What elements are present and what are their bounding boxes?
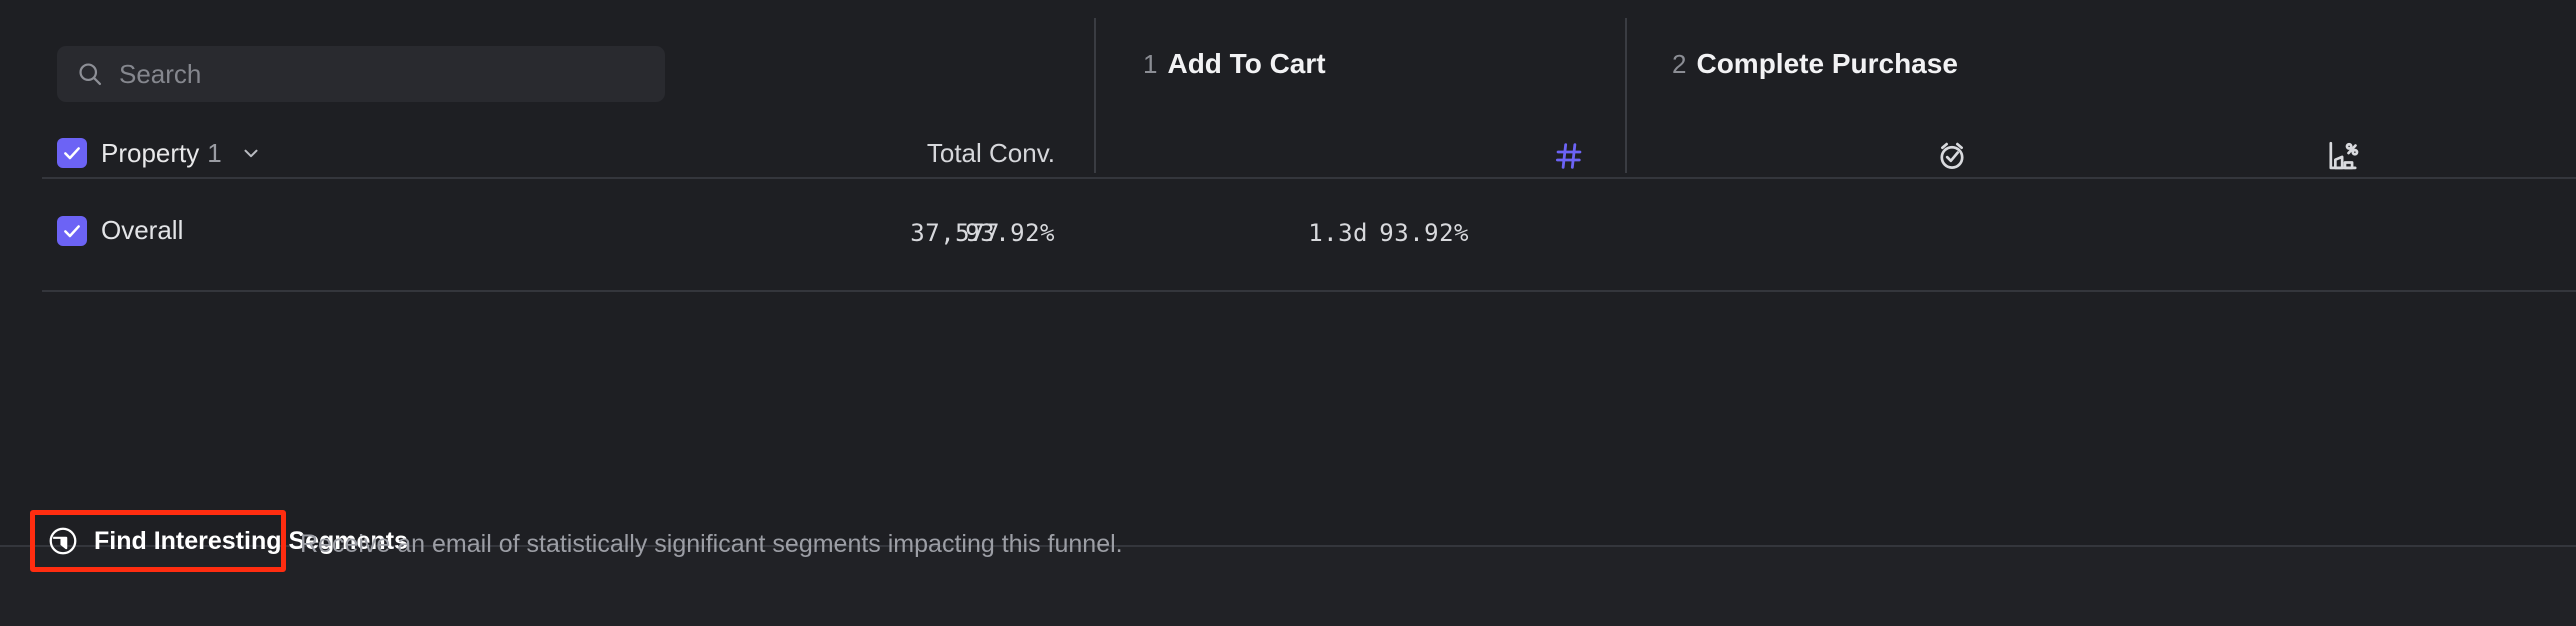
property-count: 1 — [207, 137, 222, 168]
hash-icon[interactable] — [1548, 135, 1590, 177]
cell-step2-rate: 93.92% — [1379, 219, 1469, 247]
find-interesting-segments-label: Find Interesting Segments — [94, 526, 408, 555]
column-divider-1 — [1094, 18, 1096, 173]
property-label: Property — [101, 137, 200, 168]
find-interesting-segments-button[interactable]: Find Interesting Segments — [42, 520, 412, 562]
search-input[interactable] — [117, 57, 647, 91]
funnel-step-2-header: 2 Complete Purchase — [1672, 48, 1958, 80]
row-divider — [42, 290, 2576, 292]
table-row[interactable]: Overall 93.92% 37,577 1.3d 93.92% — [0, 179, 2576, 290]
row-checkbox[interactable] — [57, 215, 87, 246]
row-label-group[interactable]: Overall — [57, 215, 183, 246]
property-select-all-checkbox[interactable] — [57, 138, 87, 168]
funnel-circle-icon — [46, 524, 80, 558]
clock-check-icon[interactable] — [1931, 135, 1973, 177]
bar-chart-percent-icon[interactable] — [2322, 135, 2364, 177]
row-name: Overall — [101, 215, 184, 245]
funnel-step-2-number: 2 — [1672, 49, 1687, 79]
funnel-step-1-number: 1 — [1143, 49, 1158, 79]
column-divider-2 — [1625, 18, 1627, 173]
table-header: Property 1 Total Conv. 1 Add To Cart 2 Com… — [0, 0, 2576, 177]
property-header-group[interactable]: Property 1 — [57, 135, 262, 171]
cell-step2-time: 1.3d — [1308, 219, 1368, 247]
footer-bar: Find Interesting Segments Receive an ema… — [0, 510, 2576, 626]
funnel-step-1-name: Add To Cart — [1167, 48, 1326, 79]
cell-step1-count: 37,577 — [910, 219, 1000, 247]
footer-description: Receive an email of statistically signif… — [300, 530, 1123, 558]
total-conversion-column-header: Total Conv. — [926, 138, 1055, 168]
chevron-down-icon[interactable] — [240, 142, 262, 164]
search-box[interactable] — [57, 46, 665, 102]
funnel-step-1-header: 1 Add To Cart — [1143, 48, 1326, 80]
funnel-table: Property 1 Total Conv. 1 Add To Cart 2 Com… — [0, 0, 2576, 292]
cell-total-conversion: 93.92% — [965, 219, 1055, 247]
funnel-step-2-name: Complete Purchase — [1696, 48, 1958, 79]
header-divider — [42, 177, 2576, 179]
search-icon — [75, 59, 105, 89]
